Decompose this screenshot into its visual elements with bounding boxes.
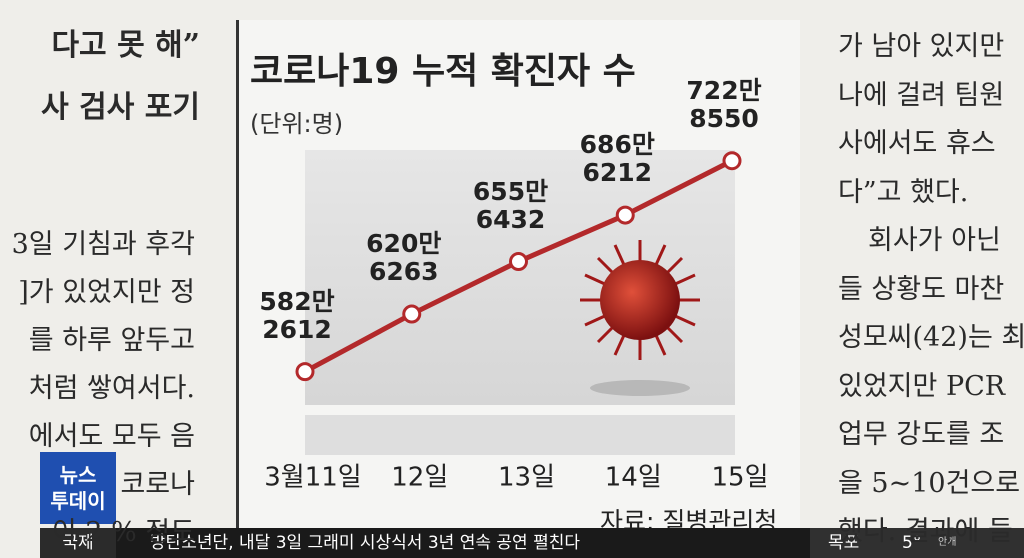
point: [722, 151, 742, 171]
value-label: 686만 6212: [579, 130, 655, 188]
article-line: 가 남아 있지만: [838, 31, 1005, 62]
point: [615, 205, 635, 225]
logo-line: 뉴스: [59, 463, 97, 487]
point: [295, 362, 315, 382]
value-label: 582만 2612: [259, 286, 335, 344]
value-label: 620만 6263: [366, 229, 442, 287]
weather-city: 목포: [828, 533, 860, 553]
ticker-section: 국제: [40, 528, 116, 558]
article-line: 사에서도 휴스: [838, 128, 996, 159]
column-rule: [236, 20, 239, 528]
ticker-bar: 국제 방탄소년단, 내달 3일 그래미 시상식서 3년 연속 공연 펼친다 목포…: [40, 528, 1024, 558]
x-tick-label: 3월11일: [264, 462, 362, 493]
x-tick-label: 14일: [604, 462, 662, 493]
article-line: 3일 기침과 후각: [11, 229, 195, 260]
logo: 뉴스 투데이: [40, 452, 116, 524]
weather-condition: 안개: [938, 537, 957, 548]
virus-illustration: [580, 240, 700, 396]
article-line: 코로나: [120, 469, 195, 500]
article-line: 을 5~10건으로: [838, 467, 1021, 499]
article-line: 회사가 아닌: [868, 225, 1001, 256]
x-tick-label: 12일: [391, 462, 449, 493]
article-line: 에서도 모두 음: [28, 421, 195, 452]
article-line: 나에 걸려 팀원: [838, 79, 1005, 111]
article-line: 다”고 했다.: [838, 176, 969, 208]
article-line: 를 하루 앞두고: [28, 325, 195, 356]
article-line: ]가 있었지만 정: [18, 277, 195, 308]
logo-line: 투데이: [50, 489, 106, 513]
article-line: 들 상황도 마찬: [838, 273, 1005, 305]
weather-box: 목포 5° 안개: [810, 528, 1024, 558]
value-label: 655만 6432: [472, 176, 549, 234]
article-line: 업무 강도를 조: [838, 419, 1005, 450]
article-line: 있었지만 PCR: [838, 370, 1006, 402]
article-line: 성모씨(42)는 최: [838, 322, 1024, 353]
article-line: 했다. 결과에 들: [838, 516, 1013, 547]
value-label: 722만 8550: [686, 75, 762, 133]
chart-subtitle: (단위:명): [250, 110, 344, 138]
point: [509, 252, 528, 272]
ticker-headline: 방탄소년단, 내달 3일 그래미 시상식서 3년 연속 공연 펼친다: [150, 533, 580, 553]
chart-title: 코로나19 누적 확진자 수: [250, 51, 636, 92]
weather-temp: 5°: [902, 533, 922, 553]
article-line: 사 검사 포기: [41, 90, 200, 125]
point: [402, 304, 422, 324]
article-line: 처럼 쌓여서다.: [28, 373, 195, 404]
article-line: 이 2 % 정도: [51, 517, 195, 548]
x-tick-label: 13일: [497, 462, 556, 493]
axis-band: [305, 415, 735, 455]
x-tick-label: 15일: [711, 462, 769, 493]
article-line: 다고 못 해”: [51, 28, 200, 63]
